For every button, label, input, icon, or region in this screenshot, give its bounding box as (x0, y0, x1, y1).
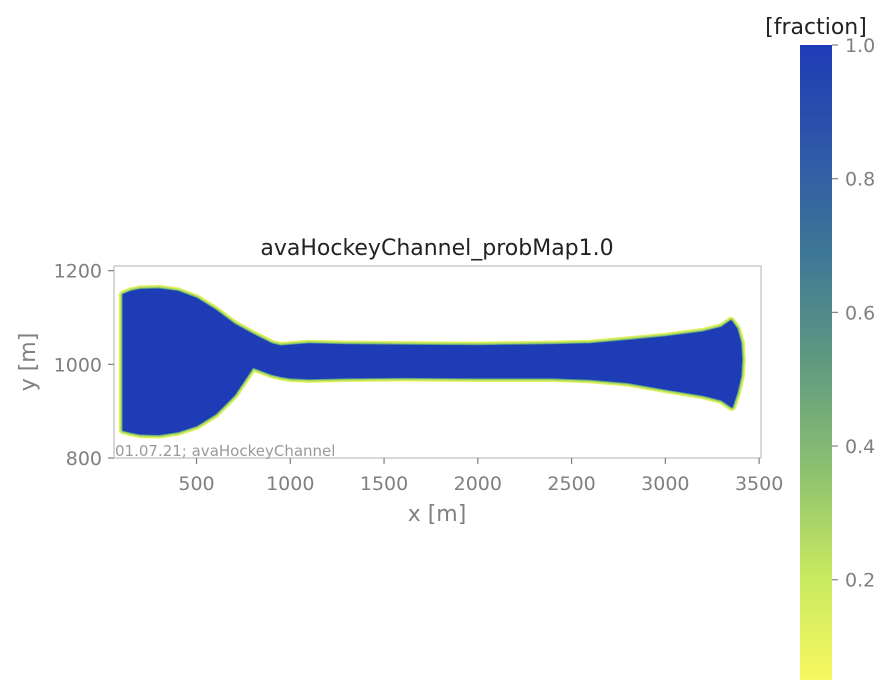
colorbar-tick-label: 0.4 (845, 436, 875, 458)
x-tick-label: 3000 (641, 473, 689, 495)
x-tick-label: 2500 (547, 473, 595, 495)
probability-field (118, 284, 746, 439)
y-tick-label: 1000 (54, 354, 102, 376)
y-tick-label: 1200 (54, 261, 102, 283)
colorbar-label: [fraction] (765, 15, 867, 40)
x-tick-label: 500 (178, 473, 214, 495)
y-axis-ticks: 800 1000 1200 (54, 261, 114, 470)
chart-title: avaHockeyChannel_probMap1.0 (260, 236, 613, 261)
colorbar-tick-label: 0.6 (845, 302, 875, 324)
annotation: 01.07.21; avaHockeyChannel (115, 442, 335, 460)
colorbar-ticks: 0.2 0.4 0.6 0.8 1.0 (832, 35, 875, 592)
x-axis-ticks: 500 1000 1500 2000 2500 3000 3500 (178, 458, 783, 495)
x-tick-label: 3500 (735, 473, 783, 495)
colorbar-tick-label: 0.8 (845, 169, 875, 191)
x-tick-label: 1500 (360, 473, 408, 495)
field-core (122, 288, 743, 435)
colorbar-tick-label: 1.0 (845, 35, 875, 57)
x-axis-label: x [m] (408, 502, 467, 527)
y-axis-label: y [m] (16, 333, 41, 392)
x-tick-label: 2000 (454, 473, 502, 495)
y-tick-label: 800 (66, 448, 102, 470)
colorbar (800, 45, 832, 680)
x-tick-label: 1000 (266, 473, 314, 495)
colorbar-tick-label: 0.2 (845, 570, 875, 592)
